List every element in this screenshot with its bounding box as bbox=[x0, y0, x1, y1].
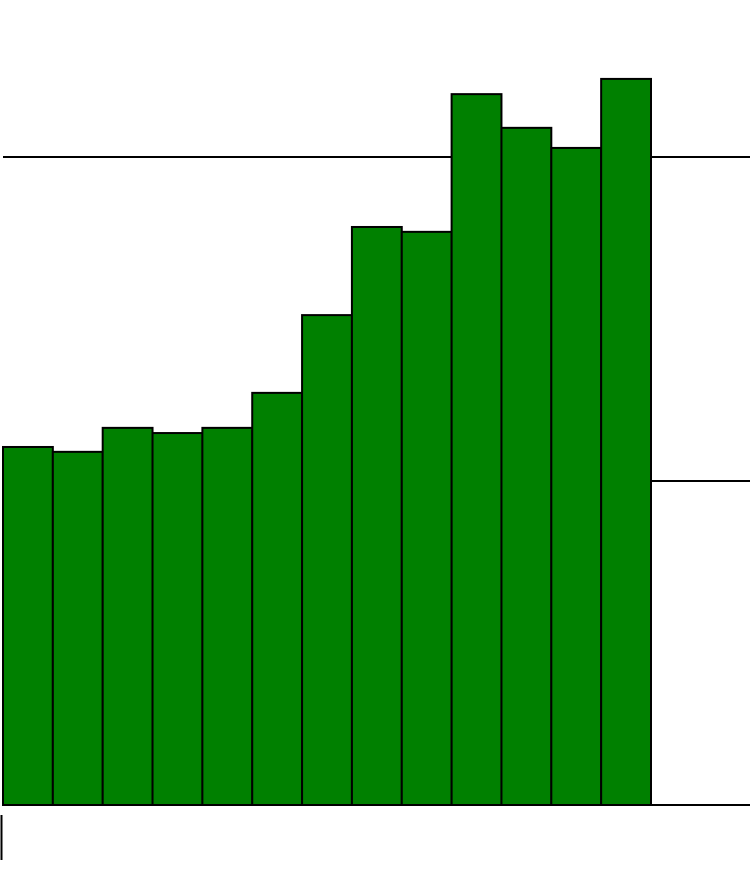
bar bbox=[450, 93, 503, 807]
bar bbox=[400, 230, 453, 806]
bar bbox=[201, 426, 254, 806]
bar bbox=[301, 314, 353, 806]
bar bbox=[500, 126, 553, 806]
bar bbox=[151, 432, 204, 806]
bar bbox=[350, 225, 403, 806]
bar bbox=[101, 426, 154, 806]
bar bbox=[251, 391, 304, 806]
bar bbox=[51, 450, 104, 806]
bar bbox=[550, 146, 603, 807]
bar bbox=[600, 77, 653, 806]
bar bbox=[2, 445, 54, 806]
